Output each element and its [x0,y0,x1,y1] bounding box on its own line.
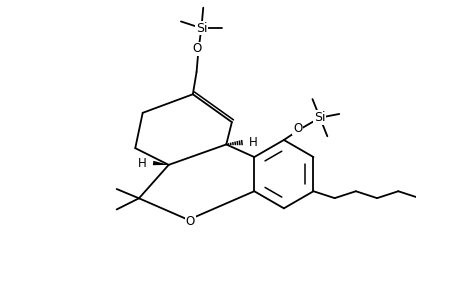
Text: O: O [185,215,195,228]
Text: O: O [292,122,302,135]
Text: O: O [191,42,201,56]
Text: H: H [137,157,146,169]
Text: Si: Si [195,22,207,34]
Polygon shape [152,161,168,165]
Text: Si: Si [313,111,325,124]
Text: H: H [248,136,257,149]
